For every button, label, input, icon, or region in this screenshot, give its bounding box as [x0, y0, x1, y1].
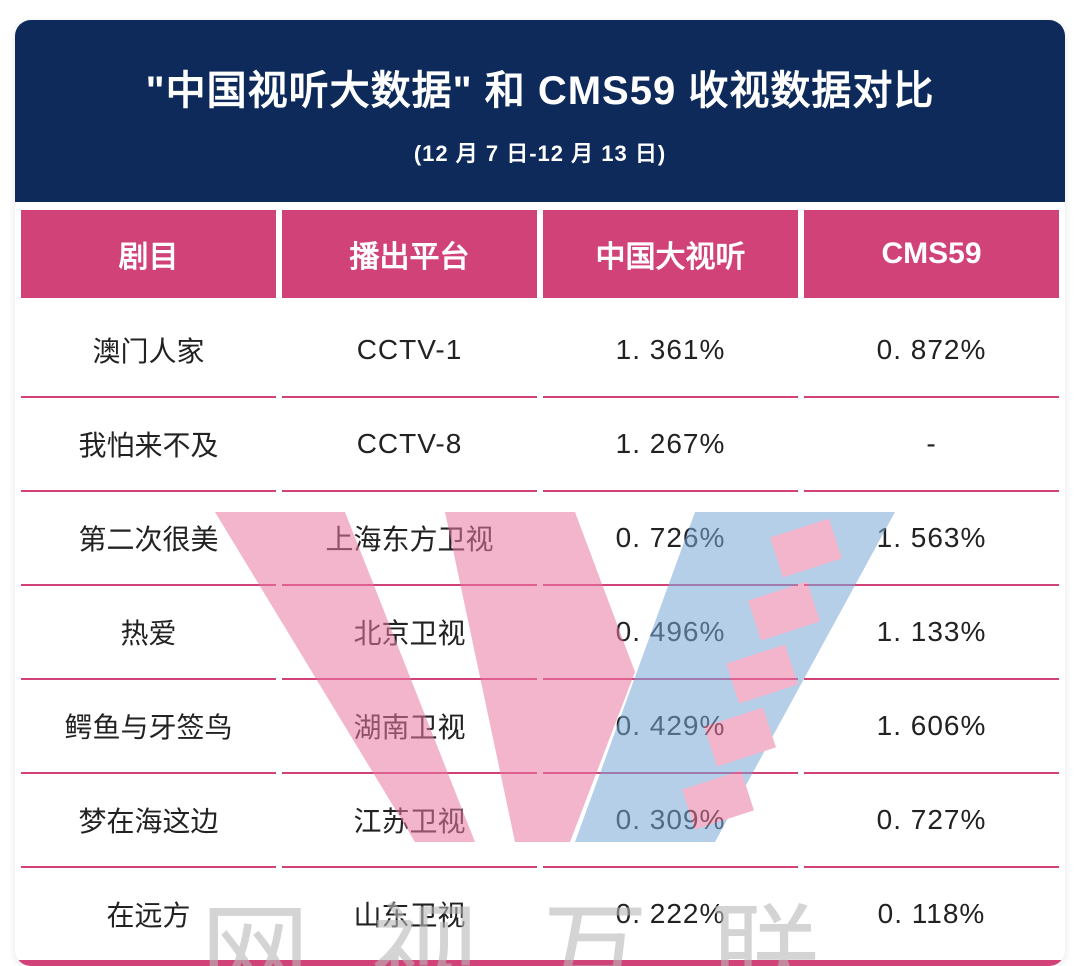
cell-show: 澳门人家 — [18, 301, 279, 397]
cell-platform: CCTV-8 — [279, 397, 540, 491]
ratings-table: 剧目 播出平台 中国大视听 CMS59 澳门人家 CCTV-1 1. 361% … — [15, 202, 1065, 966]
card-header: "中国视听大数据" 和 CMS59 收视数据对比 (12 月 7 日-12 月 … — [15, 20, 1065, 202]
table-row: 鳄鱼与牙签鸟 湖南卫视 0. 429% 1. 606% — [18, 679, 1062, 773]
table-header-row: 剧目 播出平台 中国大视听 CMS59 — [18, 206, 1062, 301]
cell-cvb: 0. 429% — [540, 679, 801, 773]
cell-show: 第二次很美 — [18, 491, 279, 585]
cell-cvb: 0. 222% — [540, 867, 801, 963]
cell-cms59: 0. 727% — [801, 773, 1062, 867]
title: "中国视听大数据" 和 CMS59 收视数据对比 — [35, 58, 1045, 116]
cell-show: 我怕来不及 — [18, 397, 279, 491]
table-row: 热爱 北京卫视 0. 496% 1. 133% — [18, 585, 1062, 679]
cell-cms59: - — [801, 397, 1062, 491]
card-body: 剧目 播出平台 中国大视听 CMS59 澳门人家 CCTV-1 1. 361% … — [15, 202, 1065, 966]
cell-cvb: 0. 309% — [540, 773, 801, 867]
cell-platform: 湖南卫视 — [279, 679, 540, 773]
cell-cvb: 0. 726% — [540, 491, 801, 585]
cell-platform: CCTV-1 — [279, 301, 540, 397]
cell-cvb: 1. 267% — [540, 397, 801, 491]
subtitle: (12 月 7 日-12 月 13 日) — [35, 136, 1045, 168]
cell-show: 在远方 — [18, 867, 279, 963]
col-header-cms59: CMS59 — [801, 206, 1062, 301]
table-row: 第二次很美 上海东方卫视 0. 726% 1. 563% — [18, 491, 1062, 585]
cell-show: 热爱 — [18, 585, 279, 679]
cell-cms59: 0. 872% — [801, 301, 1062, 397]
cell-platform: 北京卫视 — [279, 585, 540, 679]
cell-cms59: 1. 133% — [801, 585, 1062, 679]
table-row: 梦在海这边 江苏卫视 0. 309% 0. 727% — [18, 773, 1062, 867]
cell-platform: 上海东方卫视 — [279, 491, 540, 585]
cell-cvb: 1. 361% — [540, 301, 801, 397]
cell-cms59: 1. 606% — [801, 679, 1062, 773]
cell-platform: 山东卫视 — [279, 867, 540, 963]
table-row: 我怕来不及 CCTV-8 1. 267% - — [18, 397, 1062, 491]
table-row: 在远方 山东卫视 0. 222% 0. 118% — [18, 867, 1062, 963]
col-header-cvb: 中国大视听 — [540, 206, 801, 301]
table-body: 澳门人家 CCTV-1 1. 361% 0. 872% 我怕来不及 CCTV-8… — [18, 301, 1062, 963]
cell-cms59: 1. 563% — [801, 491, 1062, 585]
col-header-platform: 播出平台 — [279, 206, 540, 301]
data-card: "中国视听大数据" 和 CMS59 收视数据对比 (12 月 7 日-12 月 … — [15, 20, 1065, 966]
cell-show: 梦在海这边 — [18, 773, 279, 867]
cell-cms59: 0. 118% — [801, 867, 1062, 963]
cell-show: 鳄鱼与牙签鸟 — [18, 679, 279, 773]
cell-cvb: 0. 496% — [540, 585, 801, 679]
col-header-show: 剧目 — [18, 206, 279, 301]
table-row: 澳门人家 CCTV-1 1. 361% 0. 872% — [18, 301, 1062, 397]
cell-platform: 江苏卫视 — [279, 773, 540, 867]
